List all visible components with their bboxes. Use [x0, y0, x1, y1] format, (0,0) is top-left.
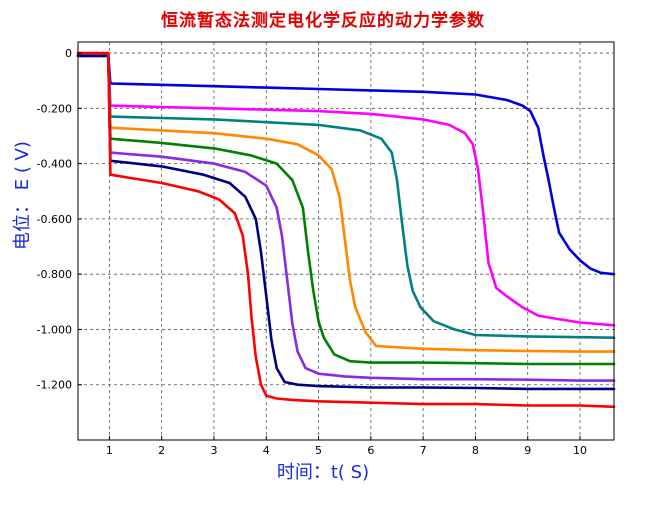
- y-axis-label: 电位： E ( V): [12, 141, 33, 250]
- series-line-1: [76, 54, 616, 276]
- series-line-8: [76, 51, 616, 409]
- x-tick-label: 7: [420, 444, 427, 457]
- grid-lines: [78, 42, 614, 440]
- y-tick-label: -0.800: [37, 268, 72, 281]
- x-tick-label: 3: [210, 444, 217, 457]
- y-tick-label: 0: [65, 47, 72, 60]
- y-tick-label: -1.200: [37, 379, 72, 392]
- x-tick-label: 9: [524, 444, 531, 457]
- y-tick-label: -0.600: [37, 213, 72, 226]
- series-line-7: [76, 54, 616, 391]
- x-tick-label: 8: [472, 444, 479, 457]
- x-axis-ticks: 1 2 3 4 5 6 7 8 9 10: [106, 436, 587, 457]
- y-tick-label: -0.400: [37, 158, 72, 171]
- series-line-5: [76, 54, 616, 366]
- y-tick-label: -1.000: [37, 323, 72, 336]
- y-tick-label: -0.200: [37, 102, 72, 115]
- x-tick-label: 2: [158, 444, 165, 457]
- y-axis-ticks: 0 -0.200 -0.400 -0.600 -0.800 -1.000 -1.200: [37, 47, 82, 392]
- x-tick-label: 10: [573, 444, 587, 457]
- plot-frame: [77, 41, 615, 441]
- series-line-3: [76, 54, 616, 340]
- x-axis-label: 时间：t( S): [276, 462, 370, 483]
- x-tick-label: 1: [106, 444, 113, 457]
- x-tick-label: 4: [263, 444, 270, 457]
- series-line-6: [76, 54, 616, 382]
- series-line-2: [76, 54, 616, 327]
- x-tick-label: 5: [315, 444, 322, 457]
- series-layer: [76, 51, 616, 409]
- chart-title: 恒流暂态法测定电化学反应的动力学参数: [161, 11, 485, 31]
- x-tick-label: 6: [367, 444, 374, 457]
- series-line-4: [76, 54, 616, 353]
